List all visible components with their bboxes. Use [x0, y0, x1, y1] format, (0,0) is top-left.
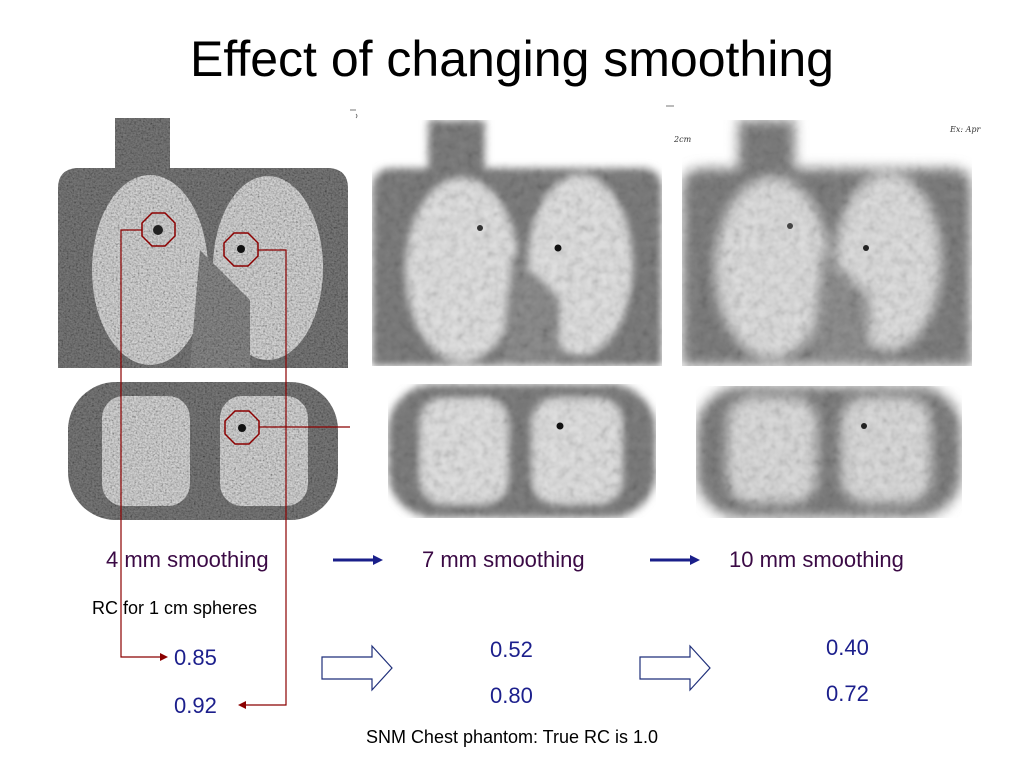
label-7mm-smoothing: 7 mm smoothing [422, 547, 585, 572]
leader-left [120, 229, 160, 658]
corner-label: Ex: Apr [950, 125, 981, 134]
scan-marks [350, 105, 674, 119]
phantom-7mm-chest [372, 120, 662, 366]
rc-value-7mm-left: 0.52 [490, 637, 533, 662]
phantom-4mm-chest [58, 118, 348, 368]
block-arrows [321, 644, 711, 692]
phantom-7mm-axial [388, 384, 656, 518]
rc-value-4mm-left: 0.85 [174, 645, 217, 670]
rc-value-4mm-right: 0.92 [174, 693, 217, 718]
callout-octagon-right [223, 232, 259, 267]
label-10mm-smoothing: 10 mm smoothing [729, 547, 904, 572]
leader-right [246, 249, 287, 706]
slide-title: Effect of changing smoothing [190, 31, 834, 87]
scale-label: 2cm [674, 135, 692, 144]
callout-octagon-left [141, 212, 176, 247]
callout-leaders [120, 229, 350, 709]
block-arrow-1 [321, 644, 393, 692]
phantom-10mm-axial [696, 386, 962, 518]
leader-right-arrowhead [238, 701, 246, 709]
rc-value-7mm-right: 0.80 [490, 683, 533, 708]
slide-caption: SNM Chest phantom: True RC is 1.0 [365, 727, 659, 747]
leader-left-arrowhead [160, 653, 168, 661]
label-4mm-smoothing: 4 mm smoothing [106, 547, 269, 572]
rc-label: RC for 1 cm spheres [92, 598, 258, 618]
rc-value-10mm-right: 0.72 [826, 681, 869, 706]
phantom-10mm-chest [682, 120, 972, 366]
smoothing-arrows [333, 555, 700, 565]
phantom-4mm-axial [68, 382, 338, 520]
block-arrow-2 [639, 644, 711, 692]
callout-octagon-axial [224, 410, 260, 445]
rc-value-10mm-left: 0.40 [826, 635, 869, 660]
sphere-callouts [141, 212, 260, 445]
